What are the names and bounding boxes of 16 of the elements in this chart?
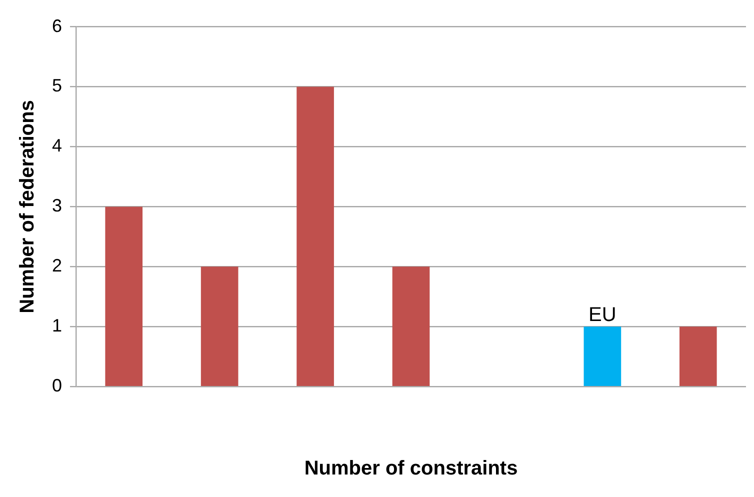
- x-axis-title: Number of constraints: [304, 458, 518, 480]
- y-tick-label: 5: [52, 76, 62, 96]
- bar: [392, 266, 430, 386]
- bar: [584, 326, 622, 386]
- y-tick-label: 4: [52, 136, 62, 156]
- bar: [296, 86, 334, 386]
- y-tick-label: 1: [52, 316, 62, 336]
- y-axis-title: Number of federations: [16, 100, 39, 314]
- bar: [200, 266, 238, 386]
- y-tick-label: 0: [52, 376, 62, 396]
- y-tick-label: 3: [52, 196, 62, 216]
- y-tick-label: 6: [52, 16, 62, 36]
- data-label: EU: [588, 304, 616, 326]
- bar: [679, 326, 717, 386]
- y-tick-label: 2: [52, 256, 62, 276]
- bar: [105, 206, 143, 386]
